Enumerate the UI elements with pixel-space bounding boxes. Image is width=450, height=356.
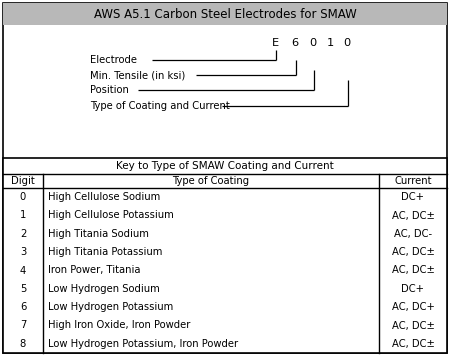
Text: Current: Current [394,176,432,186]
Text: AC, DC±: AC, DC± [392,266,434,276]
Text: Key to Type of SMAW Coating and Current: Key to Type of SMAW Coating and Current [116,161,334,171]
Text: AC, DC+: AC, DC+ [392,302,434,312]
Text: 5: 5 [20,284,26,294]
Text: 6: 6 [292,38,298,48]
Text: 6: 6 [20,302,26,312]
Text: High Cellulose Potassium: High Cellulose Potassium [48,210,174,220]
Text: Iron Power, Titania: Iron Power, Titania [48,266,140,276]
Text: Low Hydrogen Potassium: Low Hydrogen Potassium [48,302,173,312]
Text: Min. Tensile (in ksi): Min. Tensile (in ksi) [90,70,185,80]
Text: 2: 2 [20,229,26,239]
Text: High Iron Oxide, Iron Powder: High Iron Oxide, Iron Powder [48,320,190,330]
Text: 0: 0 [310,38,317,48]
Text: DC+: DC+ [401,192,424,202]
Text: AC, DC±: AC, DC± [392,339,434,349]
Text: AWS A5.1 Carbon Steel Electrodes for SMAW: AWS A5.1 Carbon Steel Electrodes for SMA… [94,7,356,21]
Text: Electrode: Electrode [90,55,137,65]
Text: High Titania Potassium: High Titania Potassium [48,247,162,257]
Text: Low Hydrogen Potassium, Iron Powder: Low Hydrogen Potassium, Iron Powder [48,339,238,349]
Text: 7: 7 [20,320,26,330]
Text: Type of Coating and Current: Type of Coating and Current [90,101,230,111]
Bar [3,3,447,25]
Text: AC, DC±: AC, DC± [392,320,434,330]
Bar [3,158,447,353]
Text: 0: 0 [20,192,26,202]
Text: Position: Position [90,85,129,95]
Text: Digit: Digit [11,176,35,186]
Text: Low Hydrogen Sodium: Low Hydrogen Sodium [48,284,160,294]
Text: AC, DC±: AC, DC± [392,210,434,220]
Text: 8: 8 [20,339,26,349]
Text: AC, DC±: AC, DC± [392,247,434,257]
Text: 4: 4 [20,266,26,276]
Text: Type of Coating: Type of Coating [172,176,250,186]
Text: 3: 3 [20,247,26,257]
Text: 1: 1 [20,210,26,220]
FancyBboxPatch shape [3,3,447,353]
Text: High Cellulose Sodium: High Cellulose Sodium [48,192,160,202]
Text: 0: 0 [343,38,351,48]
Text: 1: 1 [326,38,333,48]
Text: DC+: DC+ [401,284,424,294]
Text: E: E [271,38,279,48]
Text: AC, DC-: AC, DC- [394,229,432,239]
Text: High Titania Sodium: High Titania Sodium [48,229,149,239]
